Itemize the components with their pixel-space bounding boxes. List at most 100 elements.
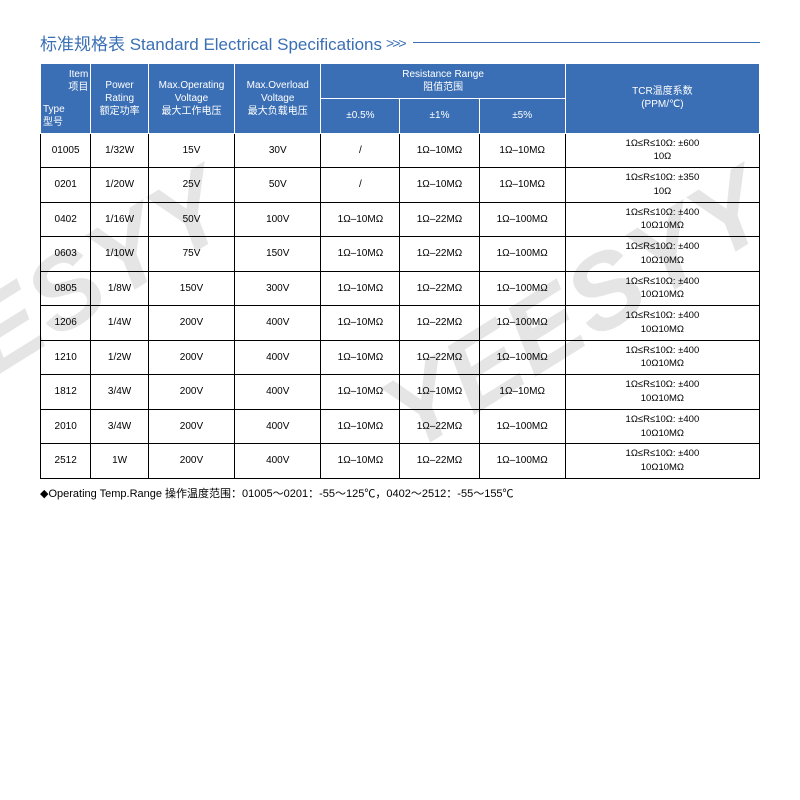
cell-r05: /: [321, 168, 400, 203]
cell-power: 1/10W: [91, 237, 149, 272]
cell-tcr: 1Ω≤R≤10Ω: ±40010Ω10MΩ: [565, 271, 759, 306]
cell-type: 2010: [41, 409, 91, 444]
cell-maxop: 200V: [148, 375, 234, 410]
cell-r05: 1Ω–10MΩ: [321, 271, 400, 306]
cell-type: 0603: [41, 237, 91, 272]
cell-maxop: 25V: [148, 168, 234, 203]
table-row: 12101/2W200V400V1Ω–10MΩ1Ω–22MΩ1Ω–100MΩ1Ω…: [41, 340, 760, 375]
cell-r05: /: [321, 133, 400, 168]
cell-r5: 1Ω–100MΩ: [479, 202, 565, 237]
cell-power: 1/16W: [91, 202, 149, 237]
cell-maxop: 50V: [148, 202, 234, 237]
cell-maxop: 200V: [148, 340, 234, 375]
cell-maxov: 400V: [235, 444, 321, 479]
cell-tcr: 1Ω≤R≤10Ω: ±35010Ω: [565, 168, 759, 203]
title-row: 标准规格表 Standard Electrical Specifications…: [40, 30, 760, 55]
cell-type: 1206: [41, 306, 91, 341]
hdr-tol05: ±0.5%: [321, 99, 400, 134]
table-row: 20103/4W200V400V1Ω–10MΩ1Ω–22MΩ1Ω–100MΩ1Ω…: [41, 409, 760, 444]
cell-maxov: 400V: [235, 409, 321, 444]
cell-r05: 1Ω–10MΩ: [321, 340, 400, 375]
cell-maxov: 400V: [235, 375, 321, 410]
cell-power: 1W: [91, 444, 149, 479]
hdr-maxop: Max.OperatingVoltage最大工作电压: [148, 64, 234, 134]
cell-type: 1210: [41, 340, 91, 375]
cell-maxov: 150V: [235, 237, 321, 272]
cell-maxop: 200V: [148, 444, 234, 479]
cell-tcr: 1Ω≤R≤10Ω: ±40010Ω10MΩ: [565, 202, 759, 237]
cell-maxov: 30V: [235, 133, 321, 168]
cell-r05: 1Ω–10MΩ: [321, 409, 400, 444]
cell-maxov: 300V: [235, 271, 321, 306]
cell-power: 1/20W: [91, 168, 149, 203]
cell-r5: 1Ω–100MΩ: [479, 237, 565, 272]
cell-power: 1/4W: [91, 306, 149, 341]
cell-tcr: 1Ω≤R≤10Ω: ±60010Ω: [565, 133, 759, 168]
table-row: 06031/10W75V150V1Ω–10MΩ1Ω–22MΩ1Ω–100MΩ1Ω…: [41, 237, 760, 272]
cell-r05: 1Ω–10MΩ: [321, 306, 400, 341]
cell-r1: 1Ω–22MΩ: [400, 306, 479, 341]
cell-tcr: 1Ω≤R≤10Ω: ±40010Ω10MΩ: [565, 375, 759, 410]
cell-r1: 1Ω–22MΩ: [400, 444, 479, 479]
cell-r05: 1Ω–10MΩ: [321, 444, 400, 479]
table-row: 08051/8W150V300V1Ω–10MΩ1Ω–22MΩ1Ω–100MΩ1Ω…: [41, 271, 760, 306]
cell-r1: 1Ω–10MΩ: [400, 375, 479, 410]
cell-tcr: 1Ω≤R≤10Ω: ±40010Ω10MΩ: [565, 306, 759, 341]
cell-r1: 1Ω–10MΩ: [400, 133, 479, 168]
cell-maxop: 75V: [148, 237, 234, 272]
table-row: 04021/16W50V100V1Ω–10MΩ1Ω–22MΩ1Ω–100MΩ1Ω…: [41, 202, 760, 237]
table-row: 010051/32W15V30V/1Ω–10MΩ1Ω–10MΩ1Ω≤R≤10Ω:…: [41, 133, 760, 168]
cell-r5: 1Ω–100MΩ: [479, 444, 565, 479]
hdr-tcr: TCR温度系数(PPM/℃): [565, 64, 759, 134]
page-title: 标准规格表 Standard Electrical Specifications: [40, 30, 382, 55]
cell-r1: 1Ω–22MΩ: [400, 237, 479, 272]
cell-r05: 1Ω–10MΩ: [321, 375, 400, 410]
cell-r1: 1Ω–22MΩ: [400, 340, 479, 375]
cell-tcr: 1Ω≤R≤10Ω: ±40010Ω10MΩ: [565, 409, 759, 444]
cell-r1: 1Ω–10MΩ: [400, 168, 479, 203]
hdr-tol1: ±1%: [400, 99, 479, 134]
cell-tcr: 1Ω≤R≤10Ω: ±40010Ω10MΩ: [565, 237, 759, 272]
cell-type: 0805: [41, 271, 91, 306]
cell-r5: 1Ω–100MΩ: [479, 306, 565, 341]
cell-r5: 1Ω–100MΩ: [479, 271, 565, 306]
cell-r1: 1Ω–22MΩ: [400, 271, 479, 306]
cell-r5: 1Ω–10MΩ: [479, 133, 565, 168]
cell-type: 0402: [41, 202, 91, 237]
cell-power: 3/4W: [91, 409, 149, 444]
spec-sheet: 标准规格表 Standard Electrical Specifications…: [0, 0, 800, 511]
footer-note: ◆Operating Temp.Range 操作温度范围：01005～0201：…: [40, 485, 760, 501]
cell-r5: 1Ω–10MΩ: [479, 375, 565, 410]
cell-power: 1/32W: [91, 133, 149, 168]
cell-maxop: 150V: [148, 271, 234, 306]
cell-r1: 1Ω–22MΩ: [400, 202, 479, 237]
cell-power: 3/4W: [91, 375, 149, 410]
cell-r1: 1Ω–22MΩ: [400, 409, 479, 444]
cell-type: 01005: [41, 133, 91, 168]
cell-type: 0201: [41, 168, 91, 203]
table-row: 25121W200V400V1Ω–10MΩ1Ω–22MΩ1Ω–100MΩ1Ω≤R…: [41, 444, 760, 479]
hdr-item: Item项目: [41, 64, 91, 99]
cell-tcr: 1Ω≤R≤10Ω: ±40010Ω10MΩ: [565, 340, 759, 375]
cell-r5: 1Ω–10MΩ: [479, 168, 565, 203]
cell-tcr: 1Ω≤R≤10Ω: ±40010Ω10MΩ: [565, 444, 759, 479]
cell-type: 1812: [41, 375, 91, 410]
hdr-type: Type型号: [41, 99, 91, 134]
hdr-power: PowerRating额定功率: [91, 64, 149, 134]
cell-r05: 1Ω–10MΩ: [321, 237, 400, 272]
cell-maxop: 200V: [148, 409, 234, 444]
cell-power: 1/8W: [91, 271, 149, 306]
chevron-icon: >>>: [386, 35, 405, 51]
cell-maxov: 400V: [235, 306, 321, 341]
cell-power: 1/2W: [91, 340, 149, 375]
cell-maxov: 100V: [235, 202, 321, 237]
cell-type: 2512: [41, 444, 91, 479]
hdr-tol5: ±5%: [479, 99, 565, 134]
cell-maxov: 400V: [235, 340, 321, 375]
cell-maxov: 50V: [235, 168, 321, 203]
cell-maxop: 200V: [148, 306, 234, 341]
table-row: 18123/4W200V400V1Ω–10MΩ1Ω–10MΩ1Ω–10MΩ1Ω≤…: [41, 375, 760, 410]
cell-r5: 1Ω–100MΩ: [479, 409, 565, 444]
cell-r05: 1Ω–10MΩ: [321, 202, 400, 237]
hdr-resistance: Resistance Range阻值范围: [321, 64, 565, 99]
